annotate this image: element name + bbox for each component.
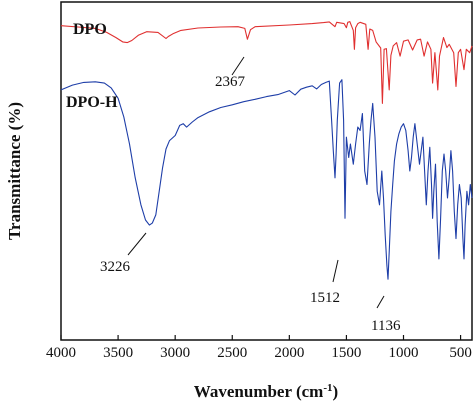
peak-1136-arrow bbox=[376, 295, 385, 309]
x-axis-title-superscript: -1 bbox=[323, 382, 332, 394]
x-tick-label: 1500 bbox=[331, 345, 361, 361]
series-line-dpo-h bbox=[60, 79, 473, 280]
peak-1136-label: 1136 bbox=[371, 318, 401, 334]
x-tick-label: 1000 bbox=[389, 345, 419, 361]
series-line-dpo bbox=[60, 21, 473, 104]
x-tick-label: 500 bbox=[449, 345, 472, 361]
peak-2367-arrow bbox=[231, 56, 245, 76]
x-tick-label: 3000 bbox=[160, 345, 190, 361]
x-tick-label: 2500 bbox=[217, 345, 247, 361]
plot-frame bbox=[60, 1, 473, 341]
x-axis-title-main: Wavenumber (cm bbox=[194, 382, 324, 401]
series-label-dpo: DPO bbox=[73, 21, 107, 38]
y-axis-title: Transmittance (%) bbox=[5, 102, 24, 240]
x-axis-title-end: ) bbox=[333, 382, 339, 401]
peak-2367-label: 2367 bbox=[215, 74, 246, 90]
x-tick-label: 2000 bbox=[274, 345, 304, 361]
peak-1512-arrow bbox=[332, 259, 339, 283]
x-axis-title: Wavenumber (cm-1) bbox=[194, 382, 338, 401]
x-tick-label: 4000 bbox=[46, 345, 76, 361]
peak-3226-arrow bbox=[127, 232, 147, 256]
series-label-dpoh: DPO-H bbox=[66, 94, 118, 111]
x-tick-label: 3500 bbox=[103, 345, 133, 361]
peak-3226-label: 3226 bbox=[100, 259, 131, 275]
peak-1512-label: 1512 bbox=[310, 290, 340, 306]
